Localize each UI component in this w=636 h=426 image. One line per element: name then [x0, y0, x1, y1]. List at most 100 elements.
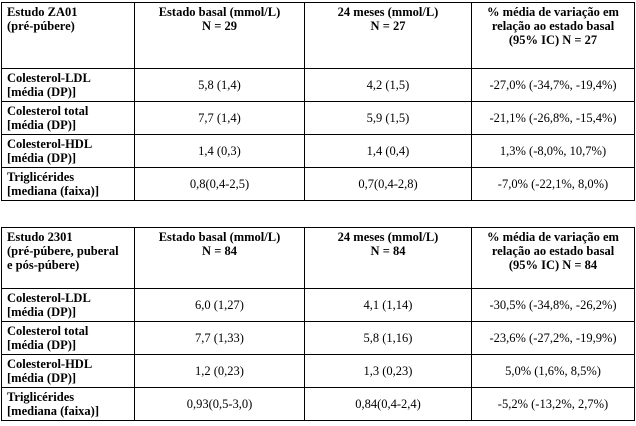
- cell: Estudo 2301 (pré-púbere, puberal e pós-púb…: [1, 227, 135, 289]
- cell-text: 1,4 (0,4): [366, 144, 410, 158]
- cell-text: [média (DP)]: [7, 118, 77, 132]
- row: Colesterol-HDL [média (DP)] 1,2 (0,23) 1,3 …: [1, 354, 635, 388]
- cell-text: N = 84: [370, 244, 406, 258]
- header-row: Estudo ZA01 (pré-púbere) Estado basal (mmo…: [1, 2, 635, 69]
- cell-text: 0,8(0,4-2,5): [189, 177, 250, 191]
- header-row: Estudo 2301 (pré-púbere, puberal e pós-púb…: [1, 227, 635, 289]
- cell-text: [média (DP)]: [7, 85, 77, 99]
- cell: 7,7 (1,33): [134, 321, 305, 355]
- cell: Colesterol-LDL [média (DP)]: [1, 288, 135, 322]
- cell-text: Triglicérides: [7, 170, 75, 184]
- cell: -23,6% (-27,2%, -19,9%): [471, 321, 635, 355]
- row: Colesterol-LDL [média (DP)] 5,8 (1,4) 4,2 (…: [1, 68, 635, 102]
- cell: -5,2% (-13,2%, 2,7%): [471, 387, 635, 421]
- cell-text: [média (DP)]: [7, 151, 77, 165]
- cell: 1,2 (0,23): [134, 354, 305, 388]
- cell-text: (pré-púbere, puberal: [7, 244, 119, 258]
- cell-text: -27,0% (-34,7%, -19,4%): [489, 78, 617, 92]
- cell: Estudo ZA01 (pré-púbere): [1, 2, 135, 69]
- cell: 1,3% (-8,0%, 10,7%): [471, 134, 635, 168]
- cell: 5,0% (1,6%, 8,5%): [471, 354, 635, 388]
- cell: Colesterol total [média (DP)]: [1, 101, 135, 135]
- row: Triglicérides [mediana (faixa)] 0,93(0,5-3…: [1, 387, 635, 421]
- cell-text: 6,0 (1,27): [195, 298, 244, 312]
- cell-text: (95% IC) N = 84: [508, 258, 598, 272]
- cell: 0,93(0,5-3,0): [134, 387, 305, 421]
- cell-text: N = 29: [202, 19, 237, 33]
- cell: 1,4 (0,3): [134, 134, 305, 168]
- cell-text: (pré-púbere): [7, 19, 75, 33]
- cell: 4,1 (1,14): [304, 288, 472, 322]
- cell-text: Colesterol total: [7, 324, 89, 338]
- cell: % média de variação em relação ao estado …: [471, 2, 635, 69]
- cell: -21,1% (-26,8%, -15,4%): [471, 101, 635, 135]
- cell-text: Estudo ZA01: [7, 5, 78, 19]
- cell: Colesterol-LDL [média (DP)]: [1, 68, 135, 102]
- cell-text: 24 meses (mmol/L): [337, 5, 439, 19]
- cell-text: 1,2 (0,23): [195, 364, 244, 378]
- cell-text: 5,9 (1,5): [366, 111, 410, 125]
- row: Colesterol total [média (DP)] 7,7 (1,33) 5,…: [1, 321, 635, 355]
- cell: Estado basal (mmol/L) N = 84: [134, 227, 305, 289]
- cell-text: Colesterol-LDL: [7, 291, 91, 305]
- cell: 5,9 (1,5): [304, 101, 472, 135]
- cell-text: 1,3% (-8,0%, 10,7%): [499, 144, 607, 158]
- cell-text: 0,93(0,5-3,0): [186, 397, 253, 411]
- cell: -27,0% (-34,7%, -19,4%): [471, 68, 635, 102]
- cell: Estado basal (mmol/L) N = 29: [134, 2, 305, 69]
- cell: 7,7 (1,4): [134, 101, 305, 135]
- cell-text: [mediana (faixa)]: [7, 404, 99, 418]
- cell-text: 4,1 (1,14): [363, 298, 413, 312]
- cell-text: [média (DP)]: [7, 371, 77, 385]
- cell: 1,3 (0,23): [304, 354, 472, 388]
- row: Colesterol-HDL [média (DP)] 1,4 (0,3) 1,4 (…: [1, 134, 635, 168]
- cell-text: Estado basal (mmol/L): [158, 230, 281, 244]
- cell: Colesterol-HDL [média (DP)]: [1, 134, 135, 168]
- cell: 0,84(0,4-2,4): [304, 387, 472, 421]
- cell-text: % média de variação em: [487, 5, 619, 19]
- cell-text: 5,8 (1,4): [198, 78, 241, 92]
- cell-text: 7,7 (1,33): [195, 331, 244, 345]
- cell: 0,7(0,4-2,8): [304, 167, 472, 201]
- cell: 5,8 (1,16): [304, 321, 472, 355]
- cell-text: Estudo 2301: [7, 230, 73, 244]
- cell: -30,5% (-34,8%, -26,2%): [471, 288, 635, 322]
- cell-text: N = 27: [370, 19, 406, 33]
- cell-text: 1,4 (0,3): [198, 144, 241, 158]
- table: Estudo 2301 (pré-púbere, puberal e pós-púb…: [1, 227, 635, 421]
- cell-text: -21,1% (-26,8%, -15,4%): [489, 111, 617, 125]
- cell: Colesterol-HDL [média (DP)]: [1, 354, 135, 388]
- row: Colesterol total [média (DP)] 7,7 (1,4) 5,9…: [1, 101, 635, 135]
- cell-text: N = 84: [202, 244, 237, 258]
- cell: 5,8 (1,4): [134, 68, 305, 102]
- row: Triglicérides [mediana (faixa)] 0,8(0,4-2,…: [1, 167, 635, 201]
- cell-text: 4,2 (1,5): [366, 78, 410, 92]
- cell-text: 5,8 (1,16): [363, 331, 413, 345]
- cell-text: Colesterol-HDL: [7, 357, 93, 371]
- cell-text: 0,84(0,4-2,4): [355, 397, 421, 411]
- cell-text: Colesterol-HDL: [7, 137, 93, 151]
- cell-text: -30,5% (-34,8%, -26,2%): [489, 298, 617, 312]
- cell: Colesterol total [média (DP)]: [1, 321, 135, 355]
- cell-text: Estado basal (mmol/L): [158, 5, 281, 19]
- cell: 24 meses (mmol/L) N = 27: [304, 2, 472, 69]
- cell-text: -7,0% (-22,1%, 8,0%): [497, 177, 609, 191]
- cell-text: 0,7(0,4-2,8): [358, 177, 418, 191]
- cell: -7,0% (-22,1%, 8,0%): [471, 167, 635, 201]
- cell: 6,0 (1,27): [134, 288, 305, 322]
- cell-text: Colesterol-LDL: [7, 71, 91, 85]
- cell-text: [média (DP)]: [7, 305, 77, 319]
- cell-text: 5,0% (1,6%, 8,5%): [505, 364, 601, 378]
- table: Estudo ZA01 (pré-púbere) Estado basal (mmo…: [1, 2, 635, 201]
- cell-text: relação ao estado basal: [491, 244, 615, 258]
- cell-text: 1,3 (0,23): [363, 364, 413, 378]
- cell-text: [média (DP)]: [7, 338, 77, 352]
- cell-text: (95% IC) N = 27: [508, 33, 598, 47]
- cell-text: -23,6% (-27,2%, -19,9%): [489, 331, 617, 345]
- cell: 1,4 (0,4): [304, 134, 472, 168]
- cell-text: relação ao estado basal: [491, 19, 615, 33]
- cell: Triglicérides [mediana (faixa)]: [1, 167, 135, 201]
- cell-text: % média de variação em: [487, 230, 619, 244]
- cell: Triglicérides [mediana (faixa)]: [1, 387, 135, 421]
